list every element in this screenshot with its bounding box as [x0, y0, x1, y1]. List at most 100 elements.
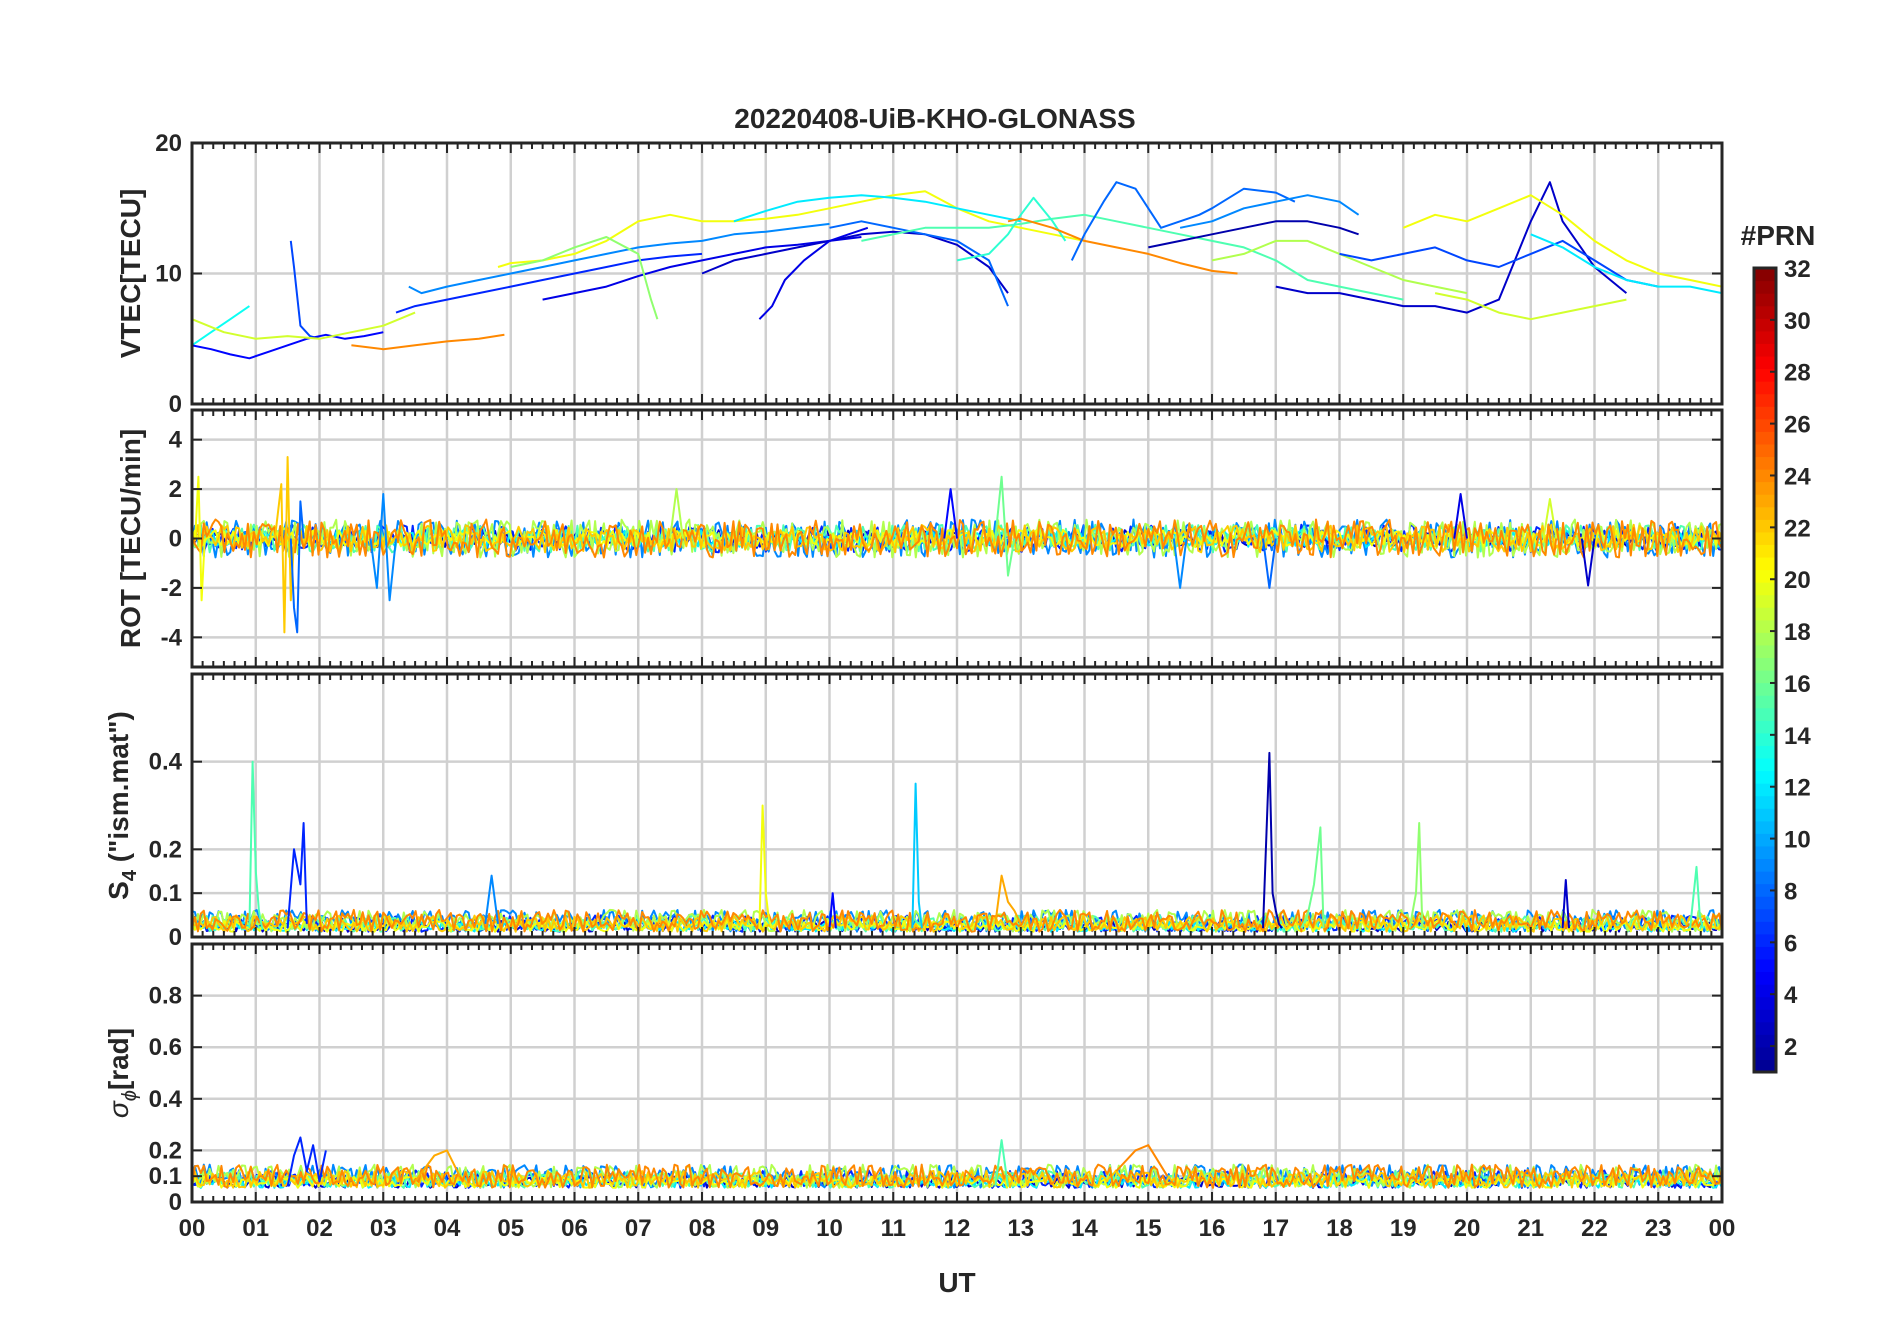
series-line-prn-15 — [248, 760, 264, 929]
colorbar-segment — [1754, 443, 1776, 458]
colorbar-segment — [1754, 469, 1776, 483]
y-axis-label: ROT [TECU/min] — [115, 429, 146, 648]
y-axis-label: S4 ("ism.mat") — [103, 711, 141, 900]
y-tick-label: 0.2 — [149, 1137, 182, 1164]
series-line-prn-3 — [1580, 538, 1596, 587]
series-line-prn-16 — [1300, 826, 1325, 929]
colorbar-segment — [1754, 1059, 1776, 1073]
x-tick-label: 06 — [561, 1215, 588, 1242]
colorbar-segment — [1754, 607, 1776, 621]
y-tick-label: 0 — [169, 526, 182, 553]
y-tick-label: 0 — [169, 1189, 182, 1216]
series-line-prn-3 — [1275, 181, 1628, 314]
x-tick-label: 04 — [434, 1215, 461, 1242]
x-tick-label: 11 — [881, 1215, 906, 1242]
x-ticks — [191, 674, 1723, 937]
noise-trace — [192, 518, 1722, 559]
series-line-prn-23 — [414, 1149, 461, 1182]
colorbar-segment — [1754, 582, 1776, 596]
colorbar-segment — [1754, 820, 1776, 834]
y-axis-label-suffix: ("ism.mat") — [103, 711, 134, 870]
colorbar-segment — [1754, 783, 1776, 797]
series-line-prn-23 — [994, 874, 1022, 925]
colorbar-tick-label: 30 — [1784, 308, 1811, 335]
series-line-prn-24 — [1007, 217, 1238, 275]
series-line-prn-9 — [1179, 194, 1360, 229]
colorbar-tick-label: 16 — [1784, 671, 1811, 698]
x-axis: UT 00 01 02 03 04 05 06 07 08 09 10 11 12 13 14 15 16 17 1… — [179, 1215, 1736, 1298]
series-line-prn-4 — [542, 236, 862, 301]
colorbar-segment — [1754, 1009, 1776, 1023]
panel-2: -4 -2 0 2 4 ROT [TECU/min] — [115, 408, 1724, 669]
colorbar-segment — [1754, 556, 1776, 571]
colorbar-segment — [1754, 494, 1776, 508]
colorbar-segment — [1754, 984, 1776, 998]
series-line-prn-19 — [1542, 498, 1558, 539]
series-line-prn-24 — [1115, 1144, 1169, 1177]
series-line-prn-15 — [861, 213, 1404, 301]
y-axis-label: σϕ[rad] — [103, 1028, 141, 1118]
panel-noise-texture — [192, 1163, 1722, 1189]
series-line-prn-8 — [1262, 538, 1277, 589]
colorbar-segment — [1754, 305, 1776, 319]
colorbar-segment — [1754, 343, 1776, 357]
colorbar-segment — [1754, 682, 1776, 696]
colorbar-segment — [1754, 657, 1776, 671]
series-line-prn-9 — [484, 874, 499, 925]
colorbar-segment — [1754, 632, 1776, 646]
x-tick-label: 20 — [1454, 1215, 1481, 1242]
panel-grid — [192, 674, 1722, 937]
x-tick-label: 09 — [752, 1215, 779, 1242]
colorbar-segment — [1754, 695, 1776, 709]
panel-traces — [286, 1136, 1169, 1187]
x-tick-label: 03 — [370, 1215, 397, 1242]
colorbar-segment — [1754, 355, 1776, 370]
series-line-prn-15 — [994, 1139, 1009, 1187]
x-tick-label: 10 — [816, 1215, 843, 1242]
colorbar-segment — [1754, 393, 1776, 407]
y-tick-label: 0.1 — [149, 1163, 182, 1190]
y-axis-label-sub: ϕ — [119, 1090, 141, 1101]
x-tick-label: 17 — [1262, 1215, 1289, 1242]
series-line-prn-8 — [829, 220, 1009, 307]
colorbar-segment — [1754, 996, 1776, 1010]
y-tick-label: 2 — [169, 476, 182, 503]
colorbar-segment — [1754, 971, 1776, 985]
x-tick-label: 01 — [242, 1215, 269, 1242]
colorbar-tick-label: 8 — [1784, 878, 1797, 905]
series-line-prn-20 — [1402, 194, 1722, 288]
colorbar-segment — [1754, 381, 1776, 395]
series-line-prn-6 — [286, 822, 308, 929]
colorbar-segment — [1754, 619, 1776, 633]
series-line-prn-18 — [669, 488, 684, 539]
colorbar-segment — [1754, 1021, 1776, 1035]
colorbar-segment — [1754, 921, 1776, 935]
y-tick-label: 4 — [169, 427, 183, 454]
colorbar-segment — [1754, 1046, 1776, 1061]
series-line-prn-9 — [408, 222, 830, 295]
colorbar-segment — [1754, 431, 1776, 445]
x-tick-label: 12 — [944, 1215, 971, 1242]
colorbar-segment — [1754, 519, 1776, 533]
series-line-prn-7 — [289, 240, 320, 340]
series-line-prn-20 — [497, 190, 1085, 268]
series-line-prn-6 — [286, 1136, 327, 1187]
y-axis-label: VTEC[TECU] — [115, 189, 146, 359]
colorbar-segment — [1754, 368, 1776, 382]
colorbar-tick-label: 12 — [1784, 775, 1811, 802]
y-tick-label: 0.1 — [149, 880, 182, 907]
colorbar-segment — [1754, 481, 1776, 495]
series-line-prn-9 — [1172, 538, 1188, 589]
colorbar-tick-label: 2 — [1784, 1034, 1797, 1061]
x-tick-label: 18 — [1326, 1215, 1353, 1242]
colorbar-segment — [1754, 670, 1776, 684]
y-axis-label-prefix: σ — [103, 1100, 134, 1118]
y-tick-label: 0.8 — [149, 983, 182, 1010]
series-line-prn-3 — [701, 230, 1009, 294]
x-tick-label: 22 — [1581, 1215, 1608, 1242]
y-axis-label-text: S — [103, 881, 134, 900]
x-tick-label: 07 — [625, 1215, 652, 1242]
colorbar-segment — [1754, 745, 1776, 759]
y-tick-label: 10 — [155, 261, 182, 288]
